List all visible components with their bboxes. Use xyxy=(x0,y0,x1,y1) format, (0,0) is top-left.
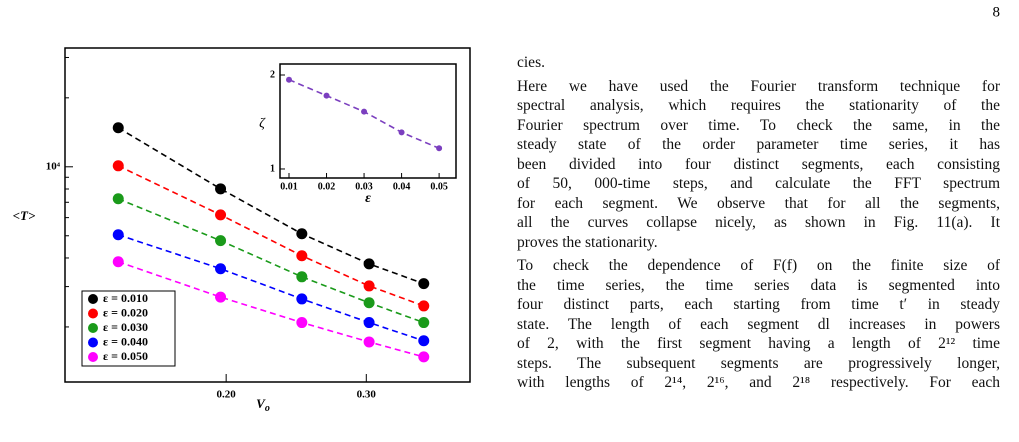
data-point xyxy=(323,92,330,99)
data-point xyxy=(361,108,368,115)
fit-line xyxy=(117,198,425,324)
legend-label: ε = 0.050 xyxy=(103,349,148,363)
text-line: To check the dependence of F(f) on the f… xyxy=(517,257,1000,274)
fit-line xyxy=(117,165,425,307)
data-point xyxy=(363,280,375,292)
legend-marker xyxy=(88,308,98,319)
y-axis-label: <T> xyxy=(13,208,36,223)
x-tick-label: 0.04 xyxy=(393,181,411,192)
x-tick-label: 0.01 xyxy=(280,181,298,192)
text-line: state. The length of each segment dl inc… xyxy=(517,315,1000,333)
data-point xyxy=(363,258,375,270)
x-tick-label: 0.02 xyxy=(318,181,336,192)
inset-x-label: ε xyxy=(365,191,371,206)
data-point xyxy=(363,336,375,348)
paragraph: cies. xyxy=(517,53,1000,73)
data-point xyxy=(215,291,227,303)
text-line: Here we have used the Fourier transform … xyxy=(517,77,1000,95)
plot-frame xyxy=(64,47,471,383)
plot-frame xyxy=(279,63,457,179)
text-line: steps. The subsequent segments are progr… xyxy=(517,354,1000,372)
data-point xyxy=(296,250,308,262)
data-point xyxy=(436,145,443,152)
paragraph: To check the dependence of F(f) on the f… xyxy=(517,256,1000,393)
y-tick-label: 10⁴ xyxy=(46,160,61,172)
x-tick-label: 0.20 xyxy=(217,389,237,401)
data-point xyxy=(112,193,124,205)
text-column: cies. Here we have used the Fourier trans… xyxy=(517,53,1000,397)
data-point xyxy=(112,122,124,134)
data-point xyxy=(418,351,430,363)
data-point xyxy=(296,293,308,305)
x-axis-label-sub: o xyxy=(265,403,270,414)
legend-label: ε = 0.010 xyxy=(103,291,148,305)
data-point xyxy=(112,160,124,172)
text-line: cies. xyxy=(517,54,545,71)
data-point xyxy=(363,297,375,309)
legend-marker xyxy=(88,323,98,333)
data-point xyxy=(418,317,430,329)
legend-label: ε = 0.040 xyxy=(103,334,148,348)
paragraph: Here we have used the Fourier transform … xyxy=(517,77,1000,253)
data-point xyxy=(296,271,308,283)
text-line: for each segment. We observe that for al… xyxy=(517,194,1000,212)
data-point xyxy=(215,209,227,221)
legend-label: ε = 0.020 xyxy=(103,305,148,319)
text-line: of 2, with the first segment having a le… xyxy=(517,335,1000,352)
data-point xyxy=(363,317,375,329)
fit-line xyxy=(117,127,425,285)
text-line: been divided into four distinct segments… xyxy=(517,155,1000,173)
data-point xyxy=(215,235,227,247)
x-tick-label: 0.30 xyxy=(357,389,377,401)
data-point xyxy=(215,263,227,275)
data-point xyxy=(112,229,124,241)
x-tick-label: 0.03 xyxy=(355,181,373,192)
data-point xyxy=(296,228,308,240)
text-line: all the curves collapse nicely, as shown… xyxy=(517,214,1000,231)
data-point xyxy=(296,317,308,329)
data-point xyxy=(112,256,124,268)
legend-marker xyxy=(88,294,98,304)
legend-marker xyxy=(88,337,98,348)
text-line: the time series, the time series data is… xyxy=(517,276,1000,294)
text-line: Fourier spectrum over time. To check the… xyxy=(517,116,1000,134)
x-tick-label: 0.05 xyxy=(430,181,448,192)
legend-label: ε = 0.030 xyxy=(103,320,148,334)
x-axis-label: Vo xyxy=(256,396,270,414)
text-line: spectral analysis, which requires the st… xyxy=(517,97,1000,114)
data-point xyxy=(286,76,293,83)
data-point xyxy=(418,335,430,347)
data-point xyxy=(215,183,227,195)
data-point xyxy=(418,278,430,290)
text-line: with lengths of 2¹⁴, 2¹⁶, and 2¹⁸ respec… xyxy=(517,374,1000,391)
y-tick-label: 2 xyxy=(270,69,275,80)
inset-y-label: ζ xyxy=(259,116,266,131)
text-line: four distinct parts, each starting from … xyxy=(517,296,1000,313)
data-point xyxy=(398,129,405,136)
data-point xyxy=(418,300,430,312)
text-line: steady state of the order parameter time… xyxy=(517,136,1000,153)
text-line: proves the stationarity. xyxy=(517,233,658,251)
legend-marker xyxy=(88,352,98,362)
x-axis-label-main: V xyxy=(256,396,266,411)
page-number: 8 xyxy=(993,4,1001,20)
text-line: of 50, 000-time steps, and calculate the… xyxy=(517,175,1000,192)
y-tick-label: 1 xyxy=(270,163,275,174)
